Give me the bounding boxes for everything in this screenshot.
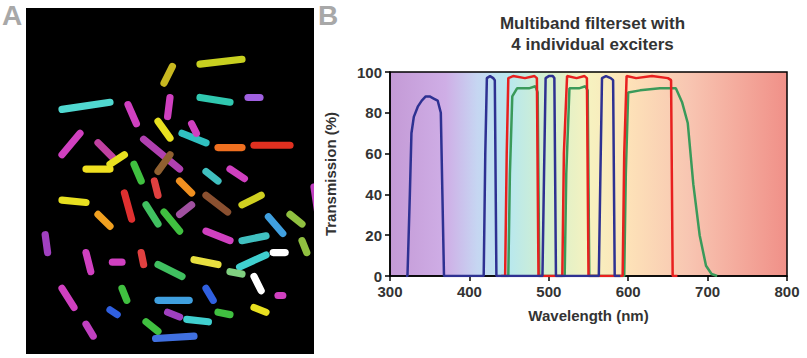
svg-text:800: 800	[774, 283, 799, 300]
svg-text:40: 40	[365, 186, 382, 203]
svg-text:20: 20	[365, 227, 382, 244]
html-text:A: A	[2, 0, 23, 31]
svg-text:80: 80	[365, 104, 382, 121]
svg-text:Wavelength (nm): Wavelength (nm)	[528, 307, 648, 324]
svg-text:500: 500	[536, 283, 561, 300]
svg-text:600: 600	[616, 283, 641, 300]
html-text:B: B	[318, 0, 339, 31]
svg-text:300: 300	[377, 283, 402, 300]
svg-text:4 individual exciters: 4 individual exciters	[511, 35, 674, 54]
svg-text:400: 400	[457, 283, 482, 300]
svg-text:60: 60	[365, 145, 382, 162]
svg-text:Transmission (%): Transmission (%)	[322, 112, 339, 236]
svg-text:700: 700	[695, 283, 720, 300]
svg-text:0: 0	[374, 268, 382, 285]
svg-text:Multiband filterset with: Multiband filterset with	[500, 14, 685, 33]
svg-text:100: 100	[357, 64, 382, 81]
